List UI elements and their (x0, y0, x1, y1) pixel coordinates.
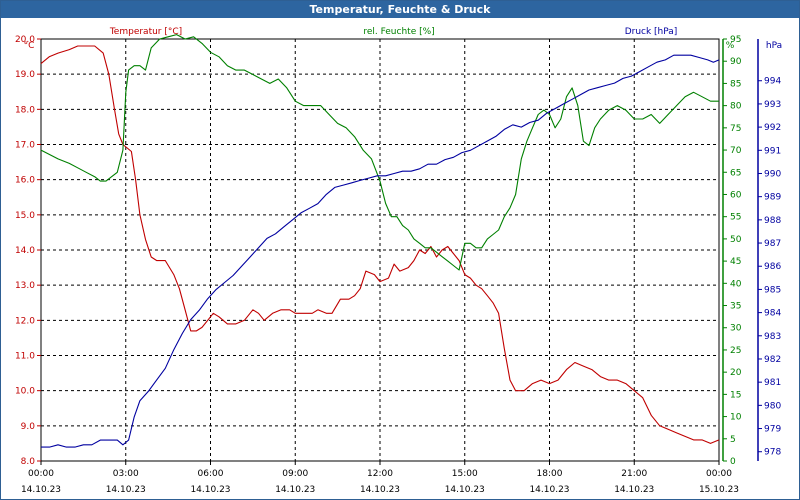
pressure-tick-label: 984 (764, 309, 781, 319)
series-lines (40, 34, 720, 448)
x-tick-time-label: 03:00 (113, 469, 139, 479)
humidity-tick-label: 90 (730, 57, 742, 67)
temperature-tick-label: 17.0 (15, 141, 35, 151)
humidity-tick-label: 20 (730, 368, 742, 378)
humidity-tick-label: 0 (730, 457, 736, 467)
pressure-tick-label: 988 (764, 216, 781, 226)
temperature-tick-label: 13.0 (15, 281, 35, 291)
x-tick-time-label: 15:00 (452, 469, 478, 479)
x-tick-date-label: 14.10.23 (275, 485, 315, 495)
humidity-tick-label: 65 (730, 168, 741, 178)
temperature-tick-label: 20.0 (15, 35, 35, 45)
pressure-axis-label: Druck [hPa] (625, 27, 678, 37)
pressure-tick-label: 986 (764, 262, 781, 272)
window-title: Temperatur, Feuchte & Druck (1, 1, 799, 18)
x-tick-time-label: 12:00 (367, 469, 393, 479)
temperature-tick-label: 14.0 (15, 246, 35, 256)
chart-svg: 8.0 9.0 10.0 11.0 12.0 13.0 14.0 15.0 16.0 17.0 18… (15, 27, 783, 495)
pressure-tick-label: 993 (764, 100, 781, 110)
pressure-tick-label: 985 (764, 285, 781, 295)
temperature-tick-label: 19.0 (15, 70, 35, 80)
humidity-tick-label: 85 (730, 79, 741, 89)
humidity-tick-label: 55 (730, 213, 741, 223)
temperature-tick-label: 15.0 (15, 211, 35, 221)
x-tick-time-label: 00:00 (28, 469, 54, 479)
pressure-tick-label: 980 (764, 401, 781, 411)
pressure-tick-label: 989 (764, 193, 781, 203)
humidity-tick-label: 40 (730, 279, 742, 289)
x-tick-date-label: 14.10.23 (614, 485, 654, 495)
pressure-tick-label: 990 (764, 169, 781, 179)
humidity-axis-label: rel. Feuchte [%] (363, 27, 434, 37)
x-tick-date-label: 14.10.23 (21, 485, 61, 495)
temperature-tick-label: 18.0 (15, 105, 35, 115)
humidity-tick-label: 15 (730, 390, 741, 400)
pressure-series-line (41, 54, 720, 448)
x-tick-date-label: 14.10.23 (360, 485, 400, 495)
temperature-series-line (40, 45, 720, 444)
temperature-tick-label: 10.0 (15, 387, 35, 397)
pressure-tick-label: 981 (764, 378, 781, 388)
pressure-tick-label: 979 (764, 425, 781, 435)
pressure-tick-label: 987 (764, 239, 781, 249)
x-tick-time-label: 21:00 (621, 469, 647, 479)
pressure-unit-label: hPa (766, 41, 782, 51)
x-tick-date-label: 15.10.23 (699, 485, 739, 495)
temperature-tick-label: 11.0 (15, 352, 35, 362)
humidity-tick-label: 70 (730, 146, 742, 156)
humidity-series-line (40, 34, 719, 271)
humidity-tick-label: 95 (730, 35, 741, 45)
axis-labels: °C% hPa Temperatur [°C] rel. Feuchte [%] Dru… (24, 27, 783, 51)
humidity-unit-label: % (726, 41, 735, 51)
x-tick-date-label: 14.10.23 (445, 485, 485, 495)
x-tick-time-label: 09:00 (282, 469, 308, 479)
temperature-unit-label: °C (24, 41, 35, 51)
temperature-axis-label: Temperatur [°C] (109, 27, 182, 37)
temperature-tick-label: 12.0 (15, 316, 35, 326)
pressure-tick-label: 982 (764, 355, 781, 365)
x-tick-time-label: 06:00 (198, 469, 224, 479)
x-tick-date-label: 14.10.23 (190, 485, 230, 495)
humidity-tick-label: 50 (730, 235, 742, 245)
pressure-tick-label: 978 (764, 448, 781, 458)
humidity-tick-label: 5 (730, 435, 736, 445)
pressure-tick-label: 992 (764, 123, 781, 133)
pressure-tick-label: 991 (764, 146, 781, 156)
pressure-tick-label: 994 (764, 77, 781, 87)
axes: 8.0 9.0 10.0 11.0 12.0 13.0 14.0 15.0 16.0 17.0 18… (15, 35, 781, 495)
humidity-tick-label: 80 (730, 102, 742, 112)
humidity-tick-label: 30 (730, 324, 742, 334)
temperature-tick-label: 8.0 (21, 457, 36, 467)
humidity-tick-label: 10 (730, 413, 742, 423)
x-tick-date-label: 14.10.23 (529, 485, 569, 495)
humidity-tick-label: 45 (730, 257, 741, 267)
x-tick-time-label: 18:00 (537, 469, 563, 479)
temperature-tick-label: 16.0 (15, 176, 35, 186)
humidity-tick-label: 60 (730, 190, 742, 200)
pressure-tick-label: 983 (764, 332, 781, 342)
humidity-tick-label: 75 (730, 124, 741, 134)
x-tick-date-label: 14.10.23 (106, 485, 146, 495)
x-tick-time-label: 00:00 (706, 469, 732, 479)
temperature-tick-label: 9.0 (21, 422, 36, 432)
humidity-tick-label: 35 (730, 302, 741, 312)
humidity-tick-label: 25 (730, 346, 741, 356)
